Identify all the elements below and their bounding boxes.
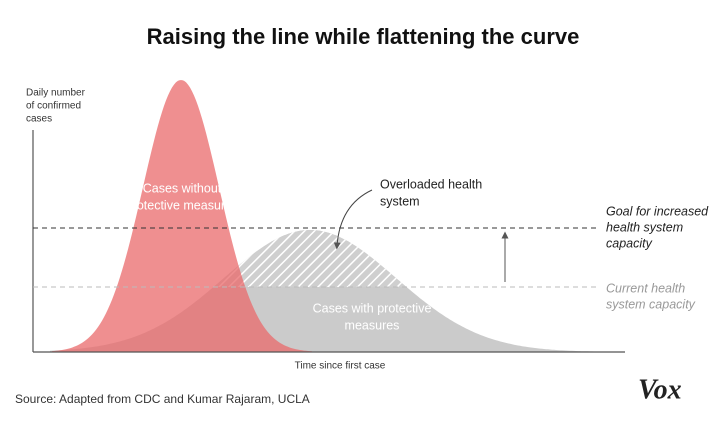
y-label: Daily number bbox=[26, 88, 86, 99]
annotation: system capacity bbox=[606, 297, 696, 311]
annotation: health system bbox=[606, 220, 683, 234]
annotation: protective measures bbox=[126, 198, 239, 212]
y-label: of confirmed bbox=[26, 101, 81, 112]
annotation: measures bbox=[345, 318, 400, 332]
y-label: cases bbox=[26, 114, 52, 125]
overload-hatch bbox=[213, 230, 407, 287]
annotation: Cases with protective bbox=[313, 301, 432, 315]
title: Raising the line while flattening the cu… bbox=[147, 24, 580, 49]
annotation: capacity bbox=[606, 236, 653, 250]
annotation: Current health bbox=[606, 281, 685, 295]
annotation: Goal for increased bbox=[606, 204, 709, 218]
annotation: Cases without bbox=[143, 181, 222, 195]
annotation: Overloaded health bbox=[380, 177, 482, 191]
logo: Vox bbox=[638, 374, 682, 405]
unprotected-curve bbox=[52, 80, 312, 352]
annotation: system bbox=[380, 194, 420, 208]
source: Source: Adapted from CDC and Kumar Rajar… bbox=[15, 392, 310, 406]
overload-arrow bbox=[333, 189, 373, 250]
x-label: Time since first case bbox=[295, 361, 386, 372]
